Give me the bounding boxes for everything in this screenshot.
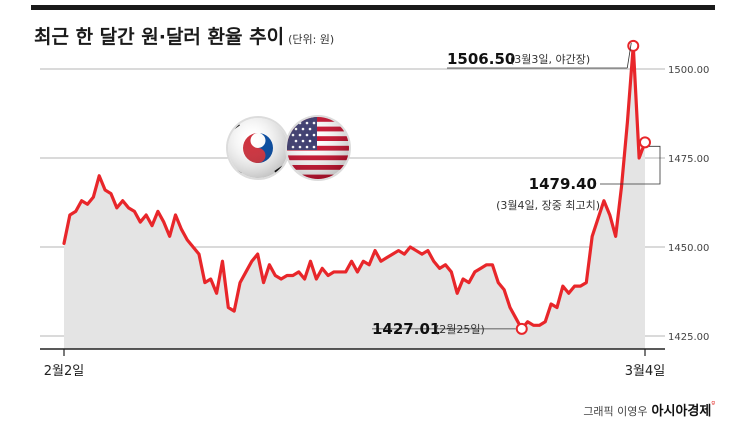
max-note-label: (3월3일, 야간장) xyxy=(510,52,590,66)
marker-last xyxy=(639,136,651,149)
last-leader-line xyxy=(600,145,661,185)
marker-min xyxy=(515,322,528,335)
chart-title: 최근 한 달간 원·달러 환율 추이 (단위: 원) xyxy=(34,22,334,49)
min-value-label: 1427.01 xyxy=(372,320,440,338)
y-tick-label-1: 1450.00 xyxy=(668,243,709,254)
area-layer xyxy=(64,45,645,350)
unit-note: (단위: 원) xyxy=(288,33,335,46)
max-leader-tail xyxy=(626,42,632,69)
chart-title-text: 최근 한 달간 원·달러 환율 추이 xyxy=(34,26,285,48)
credit-graphic: 그래픽 이영우 xyxy=(583,405,648,418)
usa-flag-icon xyxy=(285,115,351,181)
annotation-layer: 1506.50(3월3일, 야간장) 1479.40 (3월4일, 장중 최고치) 1… xyxy=(372,39,661,338)
marker-max xyxy=(627,39,640,52)
area-fill xyxy=(64,45,645,350)
x-tick-label-0: 2월2일 xyxy=(44,364,84,379)
axis-layer: 2월2일 3월4일 xyxy=(40,348,665,379)
top-rule xyxy=(31,5,715,10)
brand-mark: ᵍ xyxy=(711,400,715,410)
y-tick-label-3: 1500.00 xyxy=(668,65,709,76)
y-tick-label-0: 1425.00 xyxy=(668,332,709,343)
min-note-label: (2월25일) xyxy=(435,322,485,336)
brand-logo: 아시아경제 xyxy=(651,404,712,419)
max-value-label: 1506.50 xyxy=(447,50,515,68)
korea-flag-icon xyxy=(226,116,290,180)
last-value-label: 1479.40 xyxy=(529,175,597,193)
credit: 그래픽 이영우 아시아경제ᵍ xyxy=(583,400,715,419)
y-tick-label-2: 1475.00 xyxy=(668,154,709,165)
last-note-label: (3월4일, 장중 최고치) xyxy=(496,198,600,212)
line-layer xyxy=(62,44,647,331)
x-tick-label-1: 3월4일 xyxy=(625,364,665,379)
series-line xyxy=(62,44,647,331)
